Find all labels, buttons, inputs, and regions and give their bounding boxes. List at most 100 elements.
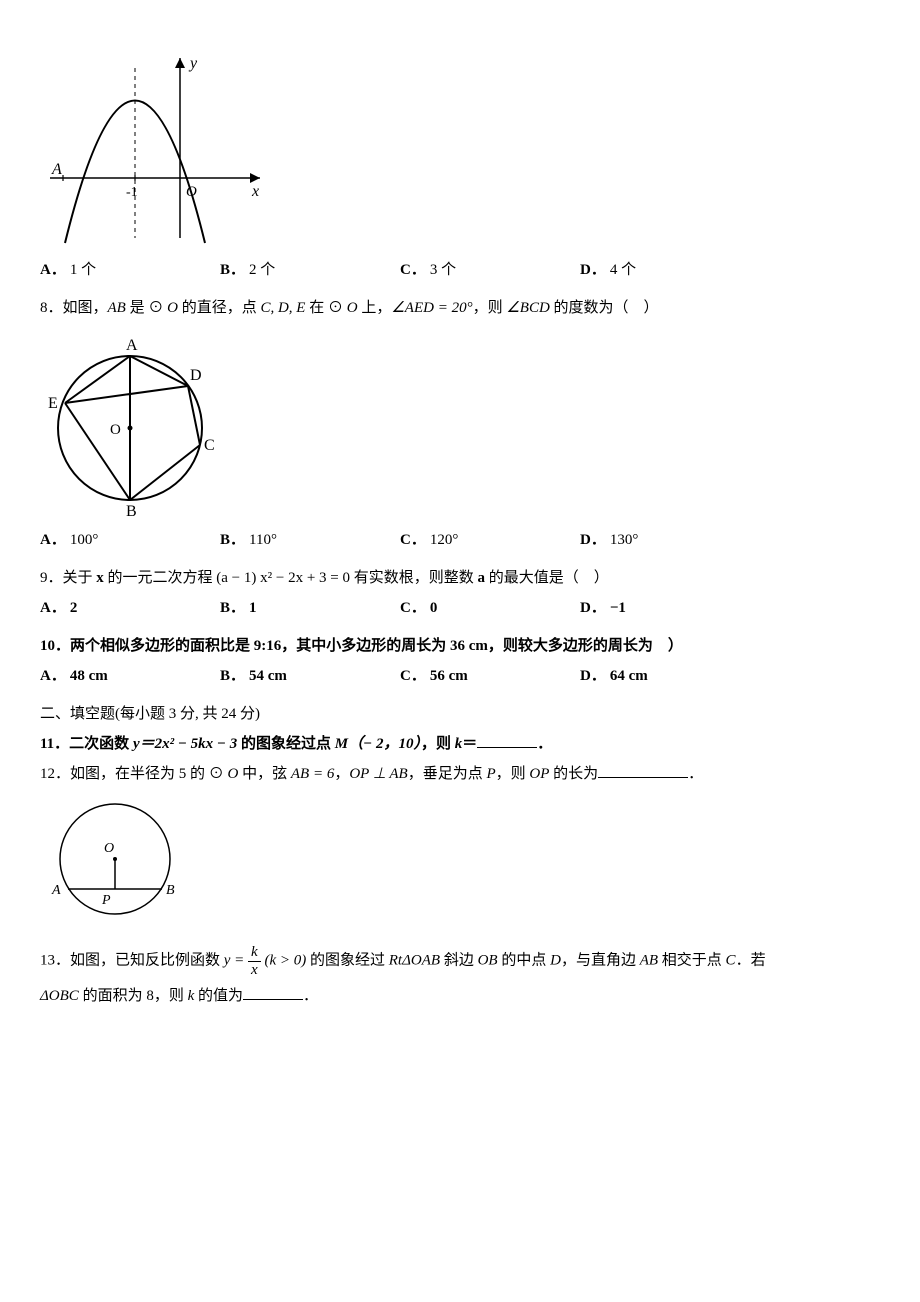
q9-options: A．2 B．1 C．0 D．−1 <box>40 596 880 620</box>
q8-t2: 是 ⊙ <box>126 300 167 316</box>
q8-t1: 8．如图， <box>40 300 108 316</box>
q9-option-C: C．0 <box>400 596 580 620</box>
q13-D: D <box>550 952 561 968</box>
q12-AB: AB = 6 <box>291 766 334 782</box>
q13-OB: OB <box>478 952 498 968</box>
q9-option-A: A．2 <box>40 596 220 620</box>
q13-t7: ．若 <box>736 952 766 968</box>
q7-option-D-text: 4 个 <box>610 262 636 278</box>
q12-t6: 的长为 <box>549 766 598 782</box>
q12-OPperp: OP ⊥ AB <box>349 766 407 782</box>
q8-t6: ，则 <box>473 300 507 316</box>
q11-t3: ，则 <box>421 736 455 752</box>
q8-t5: 上， <box>358 300 392 316</box>
q10-option-A-text: 48 cm <box>70 668 108 684</box>
q7-figure: y x A O -1 <box>40 48 880 248</box>
q8-figure: A B E D C O <box>40 328 880 518</box>
q9-option-B-text: 1 <box>249 600 257 616</box>
q13-cond: (k > 0) <box>264 952 306 968</box>
q8-label-E: E <box>48 395 58 412</box>
q7-option-C-text: 3 个 <box>430 262 456 278</box>
q12-P: P <box>486 766 495 782</box>
q8-t4: 在 ⊙ <box>305 300 346 316</box>
q9-option-B: B．1 <box>220 596 400 620</box>
q11-tail: ． <box>537 736 552 752</box>
q9-option-C-text: 0 <box>430 600 438 616</box>
q12-label-A: A <box>51 883 61 898</box>
q13-t1: 13．如图，已知反比例函数 <box>40 952 224 968</box>
q12-figure: O A B P <box>40 794 880 934</box>
q13b-OBC: ΔOBC <box>40 988 79 1004</box>
q7-option-C: C．3 个 <box>400 258 580 282</box>
q8-options: A．100° B．110° C．120° D．130° <box>40 528 880 552</box>
q11-t4: ＝ <box>462 736 477 752</box>
q10-option-D: D．64 cm <box>580 664 760 688</box>
q13-stem: 13．如图，已知反比例函数 y = kx (k > 0) 的图象经过 RtΔOA… <box>40 944 880 978</box>
q7-option-A-text: 1 个 <box>70 262 96 278</box>
q12-t5: ，则 <box>496 766 530 782</box>
q12-stem: 12．如图，在半径为 5 的 ⊙ O 中，弦 AB = 6，OP ⊥ AB，垂足… <box>40 762 880 786</box>
section-2-text: 二、填空题(每小题 3 分, 共 24 分) <box>40 706 260 722</box>
q8-label-B: B <box>126 503 137 518</box>
q8-CDE: C, D, E <box>260 300 305 316</box>
q13-t3: 斜边 <box>440 952 478 968</box>
q8-stem: 8．如图，AB 是 ⊙ O 的直径，点 C, D, E 在 ⊙ O 上，∠AED… <box>40 296 880 320</box>
q7-option-B: B．2 个 <box>220 258 400 282</box>
q10-option-D-text: 64 cm <box>610 668 648 684</box>
q8-angBCD: ∠BCD <box>506 300 549 316</box>
q7-options: A．1 个 B．2 个 C．3 个 D．4 个 <box>40 258 880 282</box>
q10-text: 10．两个相似多边形的面积比是 9:16，其中小多边形的周长为 36 cm，则较… <box>40 638 683 654</box>
q11-t2: 的图象经过点 <box>237 736 335 752</box>
axis-y-label: y <box>188 55 198 72</box>
q7-option-D: D．4 个 <box>580 258 760 282</box>
q12-t1: 12．如图，在半径为 5 的 ⊙ <box>40 766 228 782</box>
q9-t4: 的最大值是（ ） <box>485 570 609 586</box>
q9-t2: 的一元二次方程 <box>104 570 217 586</box>
axis-x-label: x <box>251 183 259 200</box>
q8-option-A: A．100° <box>40 528 220 552</box>
q12-OP: OP <box>529 766 549 782</box>
q7-option-B-text: 2 个 <box>249 262 275 278</box>
q11-t1: 11．二次函数 <box>40 736 133 752</box>
q8-option-B: B．110° <box>220 528 400 552</box>
q8-label-O: O <box>110 422 121 438</box>
q11-blank <box>477 732 537 748</box>
q8-angAED: ∠AED = 20° <box>391 300 472 316</box>
q8-O1: O <box>167 300 178 316</box>
q13-AB: AB <box>640 952 658 968</box>
q13-stem-2: ΔOBC 的面积为 8，则 k 的值为． <box>40 984 880 1008</box>
q13-t6: 相交于点 <box>658 952 726 968</box>
q11-eq: y＝2x² − 5kx − 3 <box>133 736 237 752</box>
point-A-label: A <box>51 161 62 178</box>
q9-stem: 9．关于 x 的一元二次方程 (a − 1) x² − 2x + 3 = 0 有… <box>40 566 880 590</box>
q13-blank <box>243 984 303 1000</box>
q10-option-B-text: 54 cm <box>249 668 287 684</box>
q8-O2: O <box>347 300 358 316</box>
q13-t5: ，与直角边 <box>561 952 640 968</box>
q8-label-C: C <box>204 437 215 454</box>
q10-options: A．48 cm B．54 cm C．56 cm D．64 cm <box>40 664 880 688</box>
q10-stem: 10．两个相似多边形的面积比是 9:16，其中小多边形的周长为 36 cm，则较… <box>40 634 880 658</box>
q8-option-C-text: 120° <box>430 532 459 548</box>
q8-t3: 的直径，点 <box>178 300 261 316</box>
q9-eq: (a − 1) x² − 2x + 3 = 0 <box>216 570 350 586</box>
q10-option-B: B．54 cm <box>220 664 400 688</box>
q12-O: O <box>228 766 239 782</box>
q10-option-C: C．56 cm <box>400 664 580 688</box>
q8-t7: 的度数为（ ） <box>550 300 659 316</box>
q12-t4: ，垂足为点 <box>408 766 487 782</box>
q8-option-C: C．120° <box>400 528 580 552</box>
q13-t4: 的中点 <box>498 952 551 968</box>
q11-stem: 11．二次函数 y＝2x² − 5kx − 3 的图象经过点 M（− 2，10）… <box>40 732 880 756</box>
q7-parabola-svg: y x A O -1 <box>40 48 280 248</box>
q12-t2: 中，弦 <box>238 766 291 782</box>
q8-label-D: D <box>190 367 202 384</box>
q12-tail: ． <box>688 766 703 782</box>
tick-neg1-label: -1 <box>126 185 138 200</box>
q12-blank <box>598 762 688 778</box>
q9-a: a <box>478 570 486 586</box>
q12-circle-svg: O A B P <box>40 794 190 934</box>
section-2-heading: 二、填空题(每小题 3 分, 共 24 分) <box>40 702 880 726</box>
q12-t3: ， <box>334 766 349 782</box>
q9-x: x <box>96 570 104 586</box>
